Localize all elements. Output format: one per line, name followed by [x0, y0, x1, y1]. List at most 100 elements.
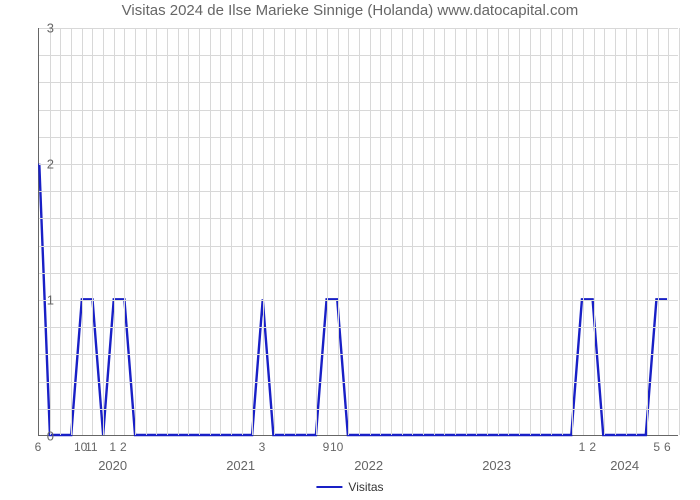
grid-v	[50, 28, 51, 435]
grid-v	[604, 28, 605, 435]
grid-v	[466, 28, 467, 435]
grid-v	[167, 28, 168, 435]
grid-h	[39, 137, 678, 138]
grid-v	[679, 28, 680, 435]
legend-label: Visitas	[348, 480, 383, 494]
grid-v	[562, 28, 563, 435]
grid-h	[39, 273, 678, 274]
grid-h	[39, 300, 678, 301]
grid-v	[444, 28, 445, 435]
grid-v	[348, 28, 349, 435]
grid-v	[551, 28, 552, 435]
x-tick-minor-label: 6	[35, 440, 42, 454]
grid-v	[178, 28, 179, 435]
chart-container: Visitas 2024 de Ilse Marieke Sinnige (Ho…	[0, 0, 700, 500]
grid-v	[594, 28, 595, 435]
grid-v	[455, 28, 456, 435]
grid-v	[71, 28, 72, 435]
x-tick-minor-label: 2	[120, 440, 127, 454]
grid-h	[39, 327, 678, 328]
grid-v	[572, 28, 573, 435]
grid-h	[39, 246, 678, 247]
grid-v	[156, 28, 157, 435]
chart-title: Visitas 2024 de Ilse Marieke Sinnige (Ho…	[0, 2, 700, 19]
grid-v	[92, 28, 93, 435]
grid-h	[39, 164, 678, 165]
grid-h	[39, 28, 678, 29]
grid-v	[498, 28, 499, 435]
grid-v	[252, 28, 253, 435]
grid-v	[508, 28, 509, 435]
grid-v	[242, 28, 243, 435]
grid-v	[135, 28, 136, 435]
grid-h	[39, 218, 678, 219]
x-tick-minor-label: 1	[579, 440, 586, 454]
grid-v	[540, 28, 541, 435]
grid-v	[668, 28, 669, 435]
grid-h	[39, 110, 678, 111]
grid-h	[39, 82, 678, 83]
grid-h	[39, 55, 678, 56]
grid-v	[220, 28, 221, 435]
x-tick-minor-label: 3	[259, 440, 266, 454]
grid-v	[338, 28, 339, 435]
grid-h	[39, 191, 678, 192]
grid-v	[423, 28, 424, 435]
x-tick-year-label: 2024	[610, 458, 639, 473]
legend-swatch	[316, 486, 342, 488]
grid-v	[380, 28, 381, 435]
grid-v	[327, 28, 328, 435]
grid-v	[316, 28, 317, 435]
y-tick-label: 1	[24, 293, 54, 308]
grid-v	[103, 28, 104, 435]
plot-area	[38, 28, 678, 436]
grid-v	[82, 28, 83, 435]
x-tick-year-label: 2021	[226, 458, 255, 473]
x-tick-minor-label: 6	[664, 440, 671, 454]
x-tick-year-label: 2023	[482, 458, 511, 473]
grid-v	[370, 28, 371, 435]
grid-v	[306, 28, 307, 435]
x-tick-minor-label: 5	[653, 440, 660, 454]
grid-v	[359, 28, 360, 435]
x-tick-minor-label: 10	[330, 440, 343, 454]
x-tick-year-label: 2022	[354, 458, 383, 473]
x-tick-minor-label: 1	[109, 440, 116, 454]
grid-v	[615, 28, 616, 435]
y-tick-label: 2	[24, 157, 54, 172]
grid-v	[487, 28, 488, 435]
x-tick-year-label: 2020	[98, 458, 127, 473]
grid-v	[188, 28, 189, 435]
grid-v	[402, 28, 403, 435]
grid-v	[583, 28, 584, 435]
grid-v	[530, 28, 531, 435]
grid-v	[114, 28, 115, 435]
grid-v	[412, 28, 413, 435]
grid-h	[39, 409, 678, 410]
grid-v	[124, 28, 125, 435]
grid-v	[476, 28, 477, 435]
grid-v	[284, 28, 285, 435]
grid-h	[39, 382, 678, 383]
y-tick-label: 3	[24, 21, 54, 36]
legend: Visitas	[316, 480, 383, 494]
grid-v	[274, 28, 275, 435]
x-tick-minor-label: 11	[85, 440, 97, 454]
grid-v	[199, 28, 200, 435]
grid-v	[231, 28, 232, 435]
grid-v	[636, 28, 637, 435]
grid-v	[391, 28, 392, 435]
grid-v	[263, 28, 264, 435]
x-tick-minor-label: 9	[323, 440, 330, 454]
grid-v	[146, 28, 147, 435]
grid-v	[295, 28, 296, 435]
grid-v	[519, 28, 520, 435]
grid-v	[658, 28, 659, 435]
grid-v	[647, 28, 648, 435]
grid-h	[39, 354, 678, 355]
grid-v	[626, 28, 627, 435]
x-tick-minor-label: 2	[589, 440, 596, 454]
grid-v	[210, 28, 211, 435]
grid-v	[60, 28, 61, 435]
grid-v	[434, 28, 435, 435]
